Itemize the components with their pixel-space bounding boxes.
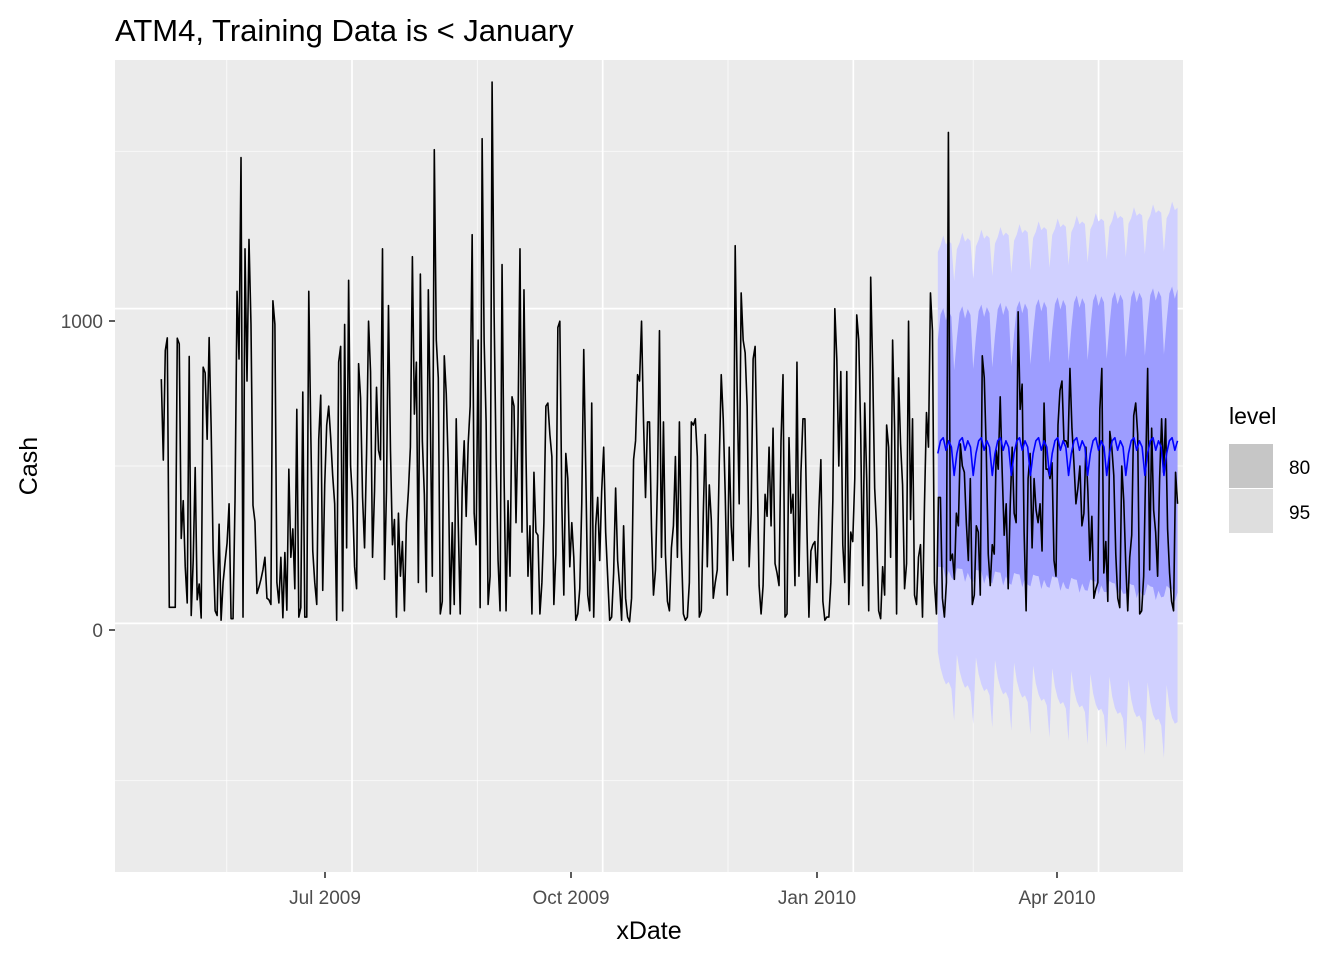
x-axis-title: xDate	[616, 917, 681, 945]
x-tick-label-jul-2009: Jul 2009	[289, 888, 361, 909]
x-tick-label-jan-2010: Jan 2010	[778, 888, 856, 909]
legend-swatch-95	[1229, 489, 1273, 533]
forecast-mean-line	[937, 436, 1179, 477]
legend: level 80 95	[1229, 403, 1310, 533]
legend-label-95: 95	[1289, 503, 1310, 524]
series-lines	[160, 81, 1179, 623]
legend-title: level	[1229, 403, 1276, 429]
y-axis-title: Cash	[15, 437, 43, 495]
y-tick-label-0: 0	[92, 621, 103, 642]
y-axis: 0 1000	[61, 312, 115, 642]
y-tick-label-1000: 1000	[61, 312, 103, 333]
legend-swatch-80	[1229, 444, 1273, 488]
x-axis: Jul 2009 Oct 2009 Jan 2010 Apr 2010	[289, 872, 1096, 909]
chart-title: ATM4, Training Data is < January	[115, 13, 574, 48]
x-tick-label-oct-2009: Oct 2009	[532, 888, 609, 909]
legend-label-80: 80	[1289, 458, 1310, 479]
actual-cash-line	[160, 81, 1179, 623]
x-tick-label-apr-2010: Apr 2010	[1018, 888, 1095, 909]
